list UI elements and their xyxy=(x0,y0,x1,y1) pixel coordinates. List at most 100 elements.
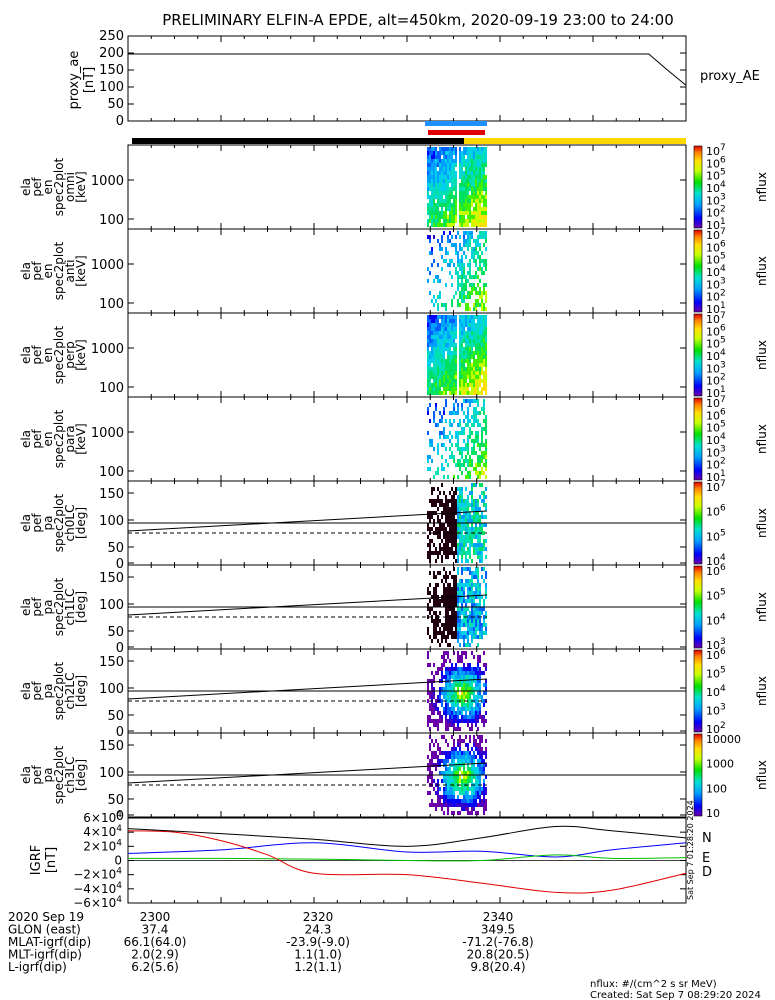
heatmap-cell xyxy=(457,703,459,707)
heatmap-cell xyxy=(465,319,467,323)
heatmap-cell xyxy=(459,675,461,679)
heatmap-cell xyxy=(439,747,441,751)
heatmap-cell xyxy=(465,379,467,383)
heatmap-cell xyxy=(467,707,469,711)
heatmap-cell xyxy=(443,711,445,715)
heatmap-cell xyxy=(465,447,467,451)
heatmap-cell xyxy=(463,291,465,295)
heatmap-cell xyxy=(451,235,453,239)
heatmap-cell xyxy=(445,539,447,543)
ytick-label: 150 xyxy=(99,655,124,670)
heatmap-cell xyxy=(479,263,481,267)
heatmap-cell xyxy=(461,719,463,723)
heatmap-cell xyxy=(427,687,429,691)
heatmap-cell xyxy=(481,623,483,627)
heatmap-cell xyxy=(479,755,481,759)
heatmap-cell xyxy=(449,203,451,207)
heatmap-cell xyxy=(451,303,453,307)
heatmap-cell xyxy=(429,151,431,155)
heatmap-cell xyxy=(453,711,455,715)
heatmap-cell xyxy=(443,591,445,595)
heatmap-cell xyxy=(477,503,479,507)
heatmap-cell xyxy=(475,607,477,611)
heatmap-cell xyxy=(455,347,457,351)
heatmap-cell xyxy=(483,399,485,403)
heatmap-cell xyxy=(463,567,465,571)
heatmap-cell xyxy=(447,543,449,547)
heatmap-cell xyxy=(477,635,479,639)
heatmap-cell xyxy=(455,627,457,631)
heatmap-cell xyxy=(445,215,447,219)
heatmap-cell xyxy=(453,611,455,615)
heatmap-cell xyxy=(461,343,463,347)
heatmap-cell xyxy=(429,215,431,219)
heatmap-cell xyxy=(463,375,465,379)
heatmap-cell xyxy=(463,463,465,467)
heatmap-cell xyxy=(481,299,483,303)
heatmap-cell xyxy=(461,655,463,659)
heatmap-cell xyxy=(457,287,459,291)
heatmap-cell xyxy=(429,467,431,471)
heatmap-cell xyxy=(437,787,439,791)
heatmap-cell xyxy=(479,759,481,763)
heatmap-cell xyxy=(469,475,471,479)
heatmap-cell xyxy=(455,767,457,771)
heatmap-cell xyxy=(459,667,461,671)
heatmap-cell xyxy=(469,555,471,559)
heatmap-cell xyxy=(449,723,451,727)
heatmap-cell xyxy=(469,695,471,699)
heatmap-cell xyxy=(449,491,451,495)
heatmap-cell xyxy=(433,635,435,639)
heatmap-cell xyxy=(467,771,469,775)
colorbar-tick-label: 103 xyxy=(706,444,726,459)
heatmap-cell xyxy=(439,751,441,755)
heatmap-cell xyxy=(459,695,461,699)
heatmap-cell xyxy=(469,707,471,711)
heatmap-cell xyxy=(451,191,453,195)
heatmap-cell xyxy=(485,503,487,507)
heatmap-cell xyxy=(443,791,445,795)
heatmap-cell xyxy=(473,335,475,339)
heatmap-cell xyxy=(449,691,451,695)
igrf-series-e xyxy=(127,854,687,862)
heatmap-cell xyxy=(451,719,453,723)
heatmap-cell xyxy=(455,359,457,363)
heatmap-cell xyxy=(443,567,445,571)
heatmap-cell xyxy=(439,379,441,383)
heatmap-cell xyxy=(461,687,463,691)
heatmap-cell xyxy=(469,431,471,435)
heatmap-cell xyxy=(447,223,449,227)
colorbar-tick-label: 104 xyxy=(706,553,726,568)
heatmap-cell xyxy=(437,695,439,699)
heatmap-cell xyxy=(459,339,461,343)
heatmap-cell xyxy=(481,207,483,211)
heatmap-cell xyxy=(435,583,437,587)
heatmap-cell xyxy=(427,407,429,411)
heatmap-cell xyxy=(429,375,431,379)
heatmap-cell xyxy=(453,243,455,247)
heatmap-cell xyxy=(455,599,457,603)
ylabel-line: en xyxy=(41,348,55,363)
heatmap-cell xyxy=(433,343,435,347)
heatmap-cell xyxy=(463,587,465,591)
heatmap-cell xyxy=(469,187,471,191)
heatmap-cell xyxy=(429,199,431,203)
ytick-label: 150 xyxy=(99,487,124,502)
heatmap-cell xyxy=(459,507,461,511)
heatmap-cell xyxy=(427,335,429,339)
heatmap-cell xyxy=(469,195,471,199)
heatmap-cell xyxy=(457,555,459,559)
heatmap-cell xyxy=(475,583,477,587)
heatmap-cell xyxy=(467,623,469,627)
heatmap-cell xyxy=(441,795,443,799)
heatmap-cell xyxy=(477,175,479,179)
heatmap-cell xyxy=(427,331,429,335)
heatmap-cell xyxy=(453,767,455,771)
heatmap-cell xyxy=(435,155,437,159)
heatmap-cell xyxy=(437,723,439,727)
heatmap-cell xyxy=(469,599,471,603)
heatmap-cell xyxy=(459,187,461,191)
heatmap-cell xyxy=(427,223,429,227)
heatmap-cell xyxy=(475,375,477,379)
heatmap-cell xyxy=(431,595,433,599)
